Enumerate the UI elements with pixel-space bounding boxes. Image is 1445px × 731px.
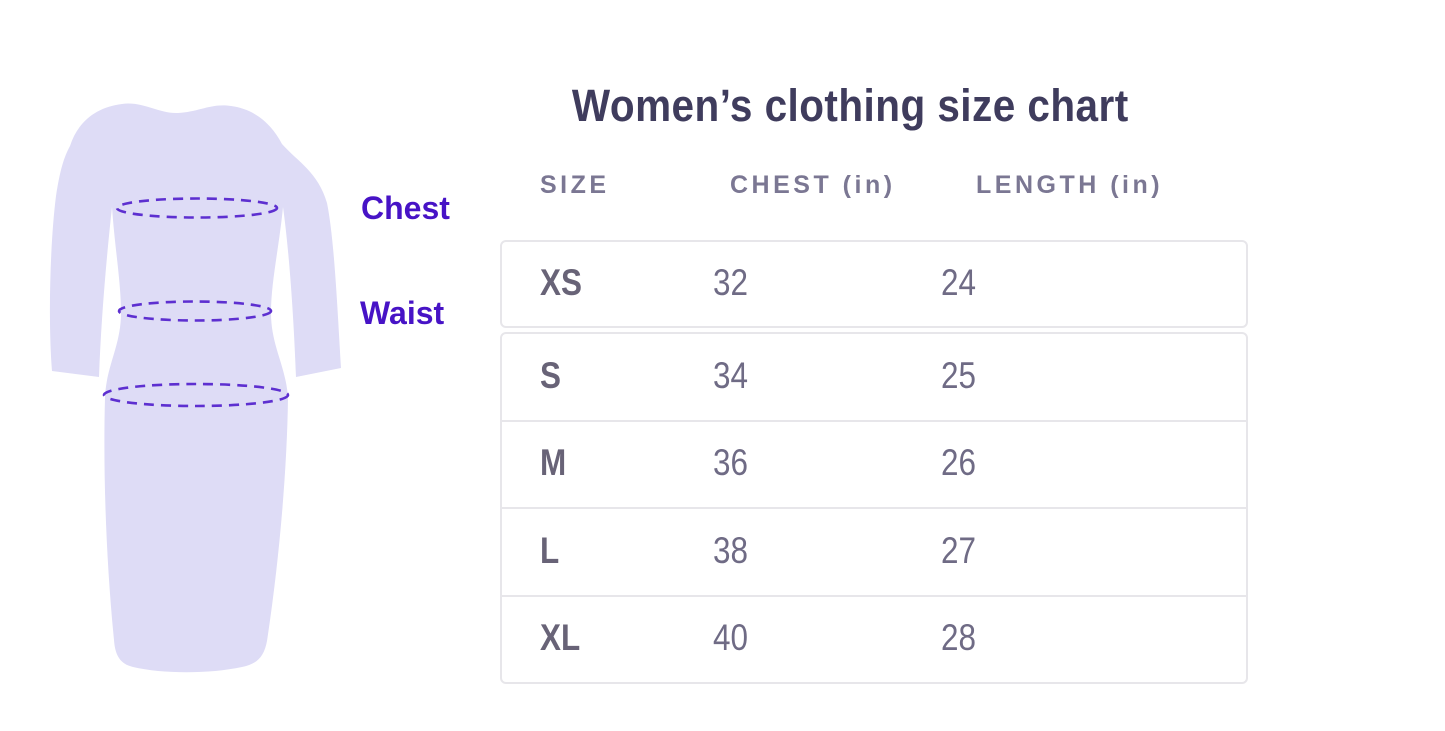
table-row: M 36 26	[502, 419, 1246, 508]
page-title-text: Women’s clothing size chart	[571, 80, 1129, 131]
chest-value: 36	[713, 442, 748, 484]
size-value: XS	[540, 262, 582, 304]
column-header-length: LENGTH (in)	[976, 171, 1164, 199]
hip-measure-ellipse	[102, 382, 290, 408]
table-box-xs: XS 32 24	[500, 240, 1248, 328]
column-header-size: SIZE	[540, 171, 610, 199]
length-value: 24	[941, 262, 976, 304]
chest-value: 32	[713, 262, 748, 304]
table-box-s-to-xl: S 34 25 M 36 26 L 38 27 XL 40 28	[500, 332, 1248, 684]
length-value: 27	[941, 529, 976, 571]
chest-value: 34	[713, 354, 748, 396]
chest-label: Chest	[361, 190, 450, 226]
dress-illustration	[49, 103, 341, 673]
length-value: 25	[941, 354, 976, 396]
chest-value: 38	[713, 529, 748, 571]
table-row: S 34 25	[502, 334, 1246, 420]
column-header-chest: CHEST (in)	[730, 171, 896, 199]
dress-silhouette	[49, 103, 341, 673]
chest-value: 40	[713, 617, 748, 659]
length-value: 26	[941, 442, 976, 484]
length-value: 28	[941, 617, 976, 659]
size-value: L	[540, 529, 560, 571]
waist-measure-ellipse	[117, 300, 273, 322]
chest-measure-ellipse	[115, 197, 279, 219]
size-value: XL	[540, 617, 581, 659]
page-title: Women’s clothing size chart	[456, 80, 1244, 136]
table-row: XS 32 24	[502, 242, 1246, 326]
table-row: XL 40 28	[502, 594, 1246, 683]
waist-label: Waist	[360, 295, 445, 331]
table-row: L 38 27	[502, 507, 1246, 595]
size-value: S	[540, 354, 561, 396]
table-header-row: SIZE CHEST (in) LENGTH (in)	[500, 170, 1248, 200]
size-value: M	[540, 442, 567, 484]
